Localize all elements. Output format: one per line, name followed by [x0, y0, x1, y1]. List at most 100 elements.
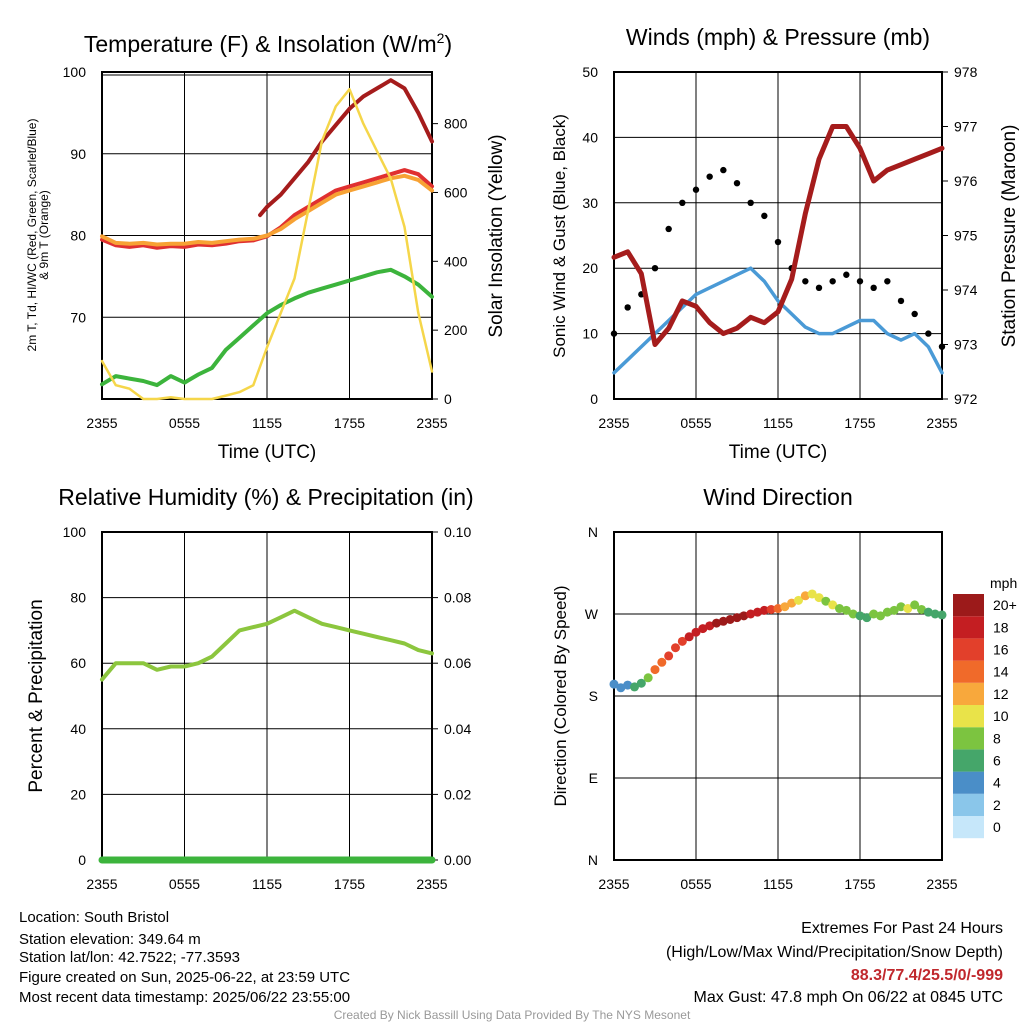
winds-gust-point	[911, 310, 918, 318]
humidity-ylabel-left: Percent & Precipitation	[26, 599, 47, 792]
humidity-y-right-tick-label: 0.08	[444, 590, 471, 606]
wind-direction-x-tick-label: 0555	[680, 876, 711, 892]
winds-gust-point	[802, 278, 809, 285]
footer: Location: South Bristol Station elevatio…	[19, 909, 1003, 1022]
wind-direction-point	[814, 593, 824, 603]
wind-direction-point	[821, 596, 831, 606]
speed-legend-label: 0	[993, 819, 1001, 835]
winds-y-right-tick-label: 977	[954, 119, 978, 135]
winds-gust-point	[624, 304, 631, 311]
temperature-ylabel-right: Solar Insolation (Yellow)	[486, 134, 507, 337]
wind-direction-point	[664, 651, 674, 661]
wind-direction-y-tick-label: N	[588, 852, 598, 868]
wind-direction-point	[841, 605, 851, 615]
wind-direction-panel-title: Wind Direction	[703, 484, 853, 510]
temperature-x-tick-label: 1755	[334, 415, 365, 431]
winds-y-right-tick-label: 974	[954, 282, 978, 298]
humidity-y-right-tick-label: 0.04	[444, 721, 471, 737]
wind-direction-point	[855, 611, 865, 621]
speed-legend-label: 4	[993, 775, 1001, 791]
temperature-series-2-line	[100, 267, 434, 388]
wind-direction-point	[876, 611, 885, 621]
wind-direction-point	[869, 609, 879, 619]
winds-y-right-tick-label: 973	[954, 337, 978, 353]
winds-x-tick-label: 1755	[844, 415, 875, 431]
wind-direction-point	[725, 614, 735, 624]
humidity-y-right-tick-label: 0.02	[444, 786, 471, 802]
wind-direction-point	[657, 657, 667, 667]
wind-direction-point	[862, 613, 872, 623]
temperature-ylabel-line2: & 9m T (Orange)	[37, 190, 51, 280]
wind-direction-x-tick-label: 1155	[763, 876, 793, 892]
winds-gust-point	[856, 278, 864, 285]
temperature-y-tick-label: 90	[70, 146, 86, 162]
winds-x-tick-label: 1155	[763, 415, 793, 431]
speed-legend-label: 20+	[993, 597, 1017, 613]
footer-credit: Created By Nick Bassill Using Data Provi…	[334, 1008, 691, 1022]
temperature-x-tick-label: 0555	[169, 415, 200, 431]
wind-direction-point	[677, 636, 687, 646]
winds-y-right-tick-label: 972	[954, 391, 978, 407]
wind-direction-point	[671, 643, 680, 653]
winds-plot-frame	[613, 71, 943, 400]
winds-x-tick-label: 2355	[598, 415, 629, 431]
wind-direction-panel: Wind Direction 2355 0555 1155 1755 2355NESWN…	[551, 484, 1017, 892]
temperature-x-tick-label: 1155	[252, 415, 282, 431]
wind-direction-point	[705, 621, 715, 631]
wind-direction-point	[800, 591, 810, 601]
winds-gust-point	[870, 284, 877, 292]
winds-gust-point	[733, 179, 741, 187]
humidity-y-right-tick-label: 0.06	[444, 655, 471, 671]
winds-gust-point	[692, 186, 700, 193]
winds-gust-point	[665, 225, 672, 233]
speed-legend-swatch	[953, 616, 984, 639]
speed-legend-title: mph	[990, 575, 1017, 591]
humidity-y-right-tick-label: 0.10	[444, 524, 471, 540]
wind-direction-point	[718, 616, 728, 626]
wind-direction-point	[896, 602, 906, 612]
wind-direction-y-tick-label: W	[585, 606, 599, 622]
wind-direction-point	[917, 604, 926, 614]
speed-legend-label: 14	[993, 664, 1009, 680]
wind-direction-y-tick-label: S	[589, 688, 598, 704]
footer-extremes-title: Extremes For Past 24 Hours	[801, 920, 1003, 937]
speed-legend: mph 0 2 4 6 8 10 12 14 16 18 20+	[953, 575, 1017, 839]
speed-legend-label: 2	[993, 797, 1001, 813]
humidity-plot: 2355 0555 1155 1755 23550204060801000.000.02…	[63, 524, 472, 892]
speed-legend-swatch	[953, 705, 984, 728]
wind-direction-point	[732, 613, 742, 623]
wind-direction-point	[937, 610, 947, 620]
wind-direction-point	[650, 665, 660, 675]
winds-y-right-tick-label: 978	[954, 64, 978, 80]
winds-gust-point	[815, 284, 823, 292]
footer-elevation: Station elevation: 349.64 m	[19, 931, 201, 948]
wind-direction-point	[787, 598, 797, 608]
speed-legend-swatch	[953, 749, 984, 772]
winds-y-tick-label: 30	[582, 195, 598, 211]
speed-legend-swatch	[953, 638, 984, 661]
wind-direction-point	[739, 611, 749, 621]
humidity-y-tick-label: 80	[70, 590, 86, 606]
footer-location: Location: South Bristol	[19, 909, 169, 926]
wind-direction-point	[766, 604, 776, 614]
winds-panel-title: Winds (mph) & Pressure (mb)	[626, 24, 930, 50]
wind-direction-x-tick-label: 2355	[926, 876, 957, 892]
footer-created: Figure created on Sun, 2025-06-22, at 23…	[19, 969, 350, 986]
humidity-panel: Relative Humidity (%) & Precipitation (i…	[26, 484, 474, 892]
winds-y-right-tick-label: 976	[954, 173, 978, 189]
wind-direction-point	[794, 595, 803, 605]
speed-legend-label: 12	[993, 686, 1009, 702]
speed-legend-label: 8	[993, 730, 1001, 746]
footer-max-gust: Max Gust: 47.8 mph On 06/22 at 0845 UTC	[694, 989, 1004, 1006]
wind-direction-y-tick-label: N	[588, 524, 598, 540]
winds-y-right-tick-label: 975	[954, 228, 978, 244]
footer-latlon: Station lat/lon: 42.7522; -77.3593	[19, 949, 240, 966]
wind-direction-point	[930, 609, 940, 619]
winds-gust-point	[884, 278, 891, 285]
speed-legend-swatch	[953, 682, 984, 705]
winds-x-tick-label: 0555	[680, 415, 711, 431]
temperature-y-tick-label: 80	[70, 228, 86, 244]
speed-legend-label: 10	[993, 708, 1009, 724]
